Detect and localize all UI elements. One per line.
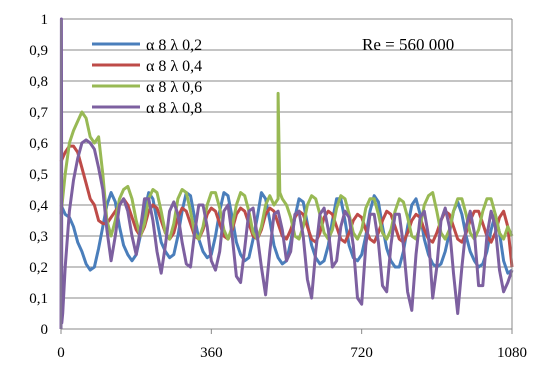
x-tick-label: 1080 (497, 345, 527, 361)
axes (60, 19, 513, 334)
legend-label-3: α 8 λ 0,6 (146, 79, 202, 96)
reynolds-number-annotation: Re = 560 000 (362, 35, 454, 54)
y-tick-label: 0,2 (29, 260, 48, 276)
series-line-4 (59, 17, 514, 330)
legend-label-4: α 8 λ 0,8 (146, 100, 202, 117)
y-tick-label: 0,7 (29, 105, 48, 121)
y-tick-label: 0,3 (29, 229, 48, 245)
y-tick-label: 0,6 (29, 136, 48, 152)
y-tick-label: 1 (41, 12, 49, 28)
y-tick-label: 0,4 (29, 198, 48, 214)
x-tick-labels: 0 360 720 1080 (57, 345, 527, 361)
legend-label-1: α 8 λ 0,2 (146, 37, 202, 54)
series-line-3 (59, 91, 514, 241)
y-tick-label: 0,5 (29, 167, 48, 183)
y-tick-labels: 0 0,1 0,2 0,3 0,4 0,5 0,6 0,7 0,8 0,9 1 (29, 12, 48, 338)
y-tick-label: 0,1 (29, 291, 48, 307)
y-tick-label: 0,8 (29, 74, 48, 90)
legend-label-2: α 8 λ 0,4 (146, 58, 202, 75)
x-tick-label: 0 (57, 345, 65, 361)
series-lines (59, 17, 514, 330)
y-tick-label: 0,9 (29, 43, 48, 59)
legend: α 8 λ 0,2 α 8 λ 0,4 α 8 λ 0,6 α 8 λ 0,8 (92, 37, 202, 117)
x-tick-label: 360 (200, 345, 223, 361)
x-tick-label: 720 (350, 345, 373, 361)
series-line-2 (59, 144, 514, 268)
y-tick-label: 0 (41, 322, 49, 338)
